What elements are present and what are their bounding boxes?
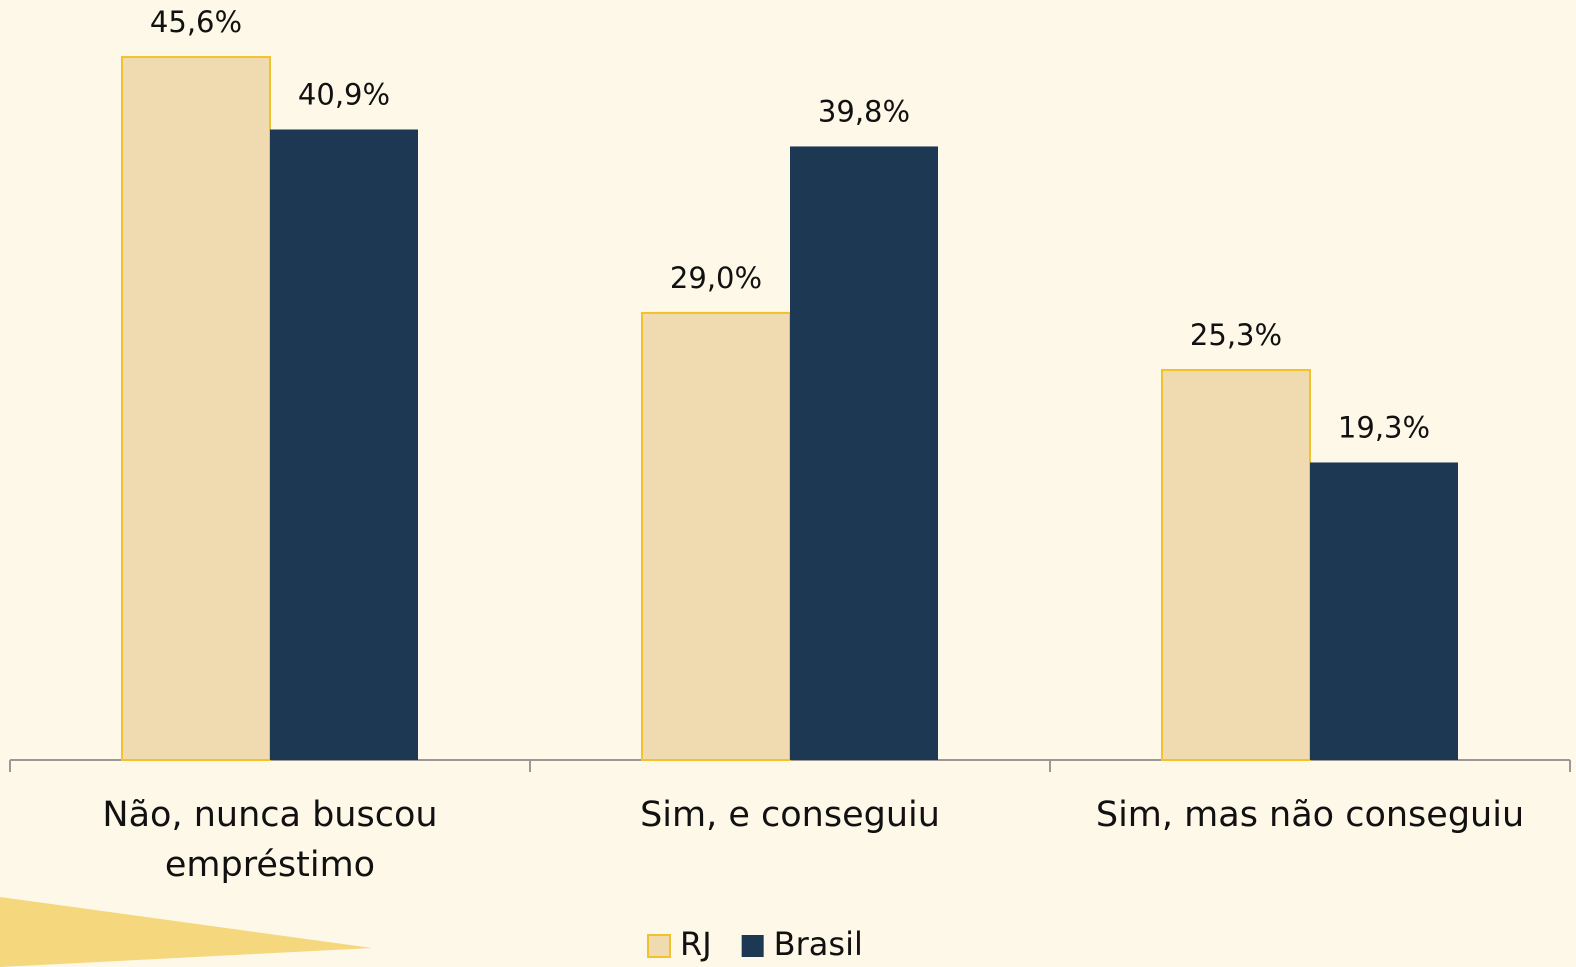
- value-label: 45,6%: [150, 5, 242, 39]
- legend-swatch: [647, 934, 671, 958]
- value-label: 40,9%: [298, 77, 390, 111]
- decoration: [0, 897, 372, 967]
- x-tick-label: Sim, e conseguiu: [640, 795, 940, 835]
- legend-label: RJ: [680, 925, 712, 963]
- bar: [1161, 368, 1311, 761]
- bar: [121, 56, 271, 762]
- value-label: 25,3%: [1190, 318, 1282, 352]
- bar: [270, 129, 418, 760]
- bar: [790, 146, 938, 760]
- legend-swatch: [741, 935, 764, 957]
- bar: [1310, 462, 1458, 760]
- x-tick-label: Sim, mas não conseguiu: [1095, 795, 1525, 835]
- value-label: 19,3%: [1338, 410, 1430, 444]
- x-tick-label: Não, nunca buscou empréstimo: [102, 795, 438, 885]
- legend-label: Brasil: [774, 925, 863, 963]
- value-label: 29,0%: [670, 261, 762, 295]
- bar: [641, 311, 791, 761]
- value-label: 39,8%: [818, 94, 910, 128]
